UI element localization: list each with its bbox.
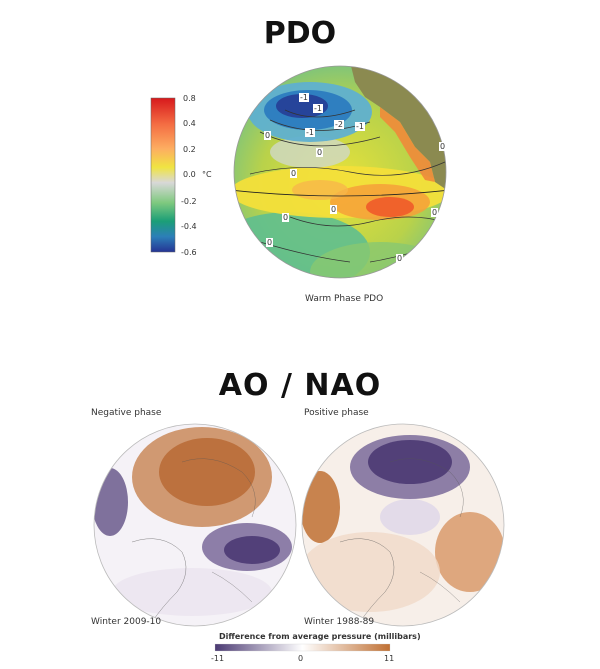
pressure-colorbar-title: Difference from average pressure (millib…	[219, 632, 421, 641]
pdo-title: PDO	[263, 16, 337, 51]
pdo-contour-label: 0	[439, 142, 447, 151]
pdo-colorbar-tick: 0.2	[183, 145, 196, 154]
negative-phase-label: Negative phase	[91, 408, 162, 418]
pdo-colorbar-tick: 0.4	[183, 119, 196, 128]
negative-phase-globe	[93, 423, 297, 627]
positive-phase-caption: Winter 1988-89	[304, 617, 375, 627]
pdo-contour-label: 0	[316, 148, 324, 157]
pdo-caption: Warm Phase PDO	[305, 294, 384, 304]
negative-phase-caption: Winter 2009-10	[91, 617, 162, 627]
pdo-contour-label: 0	[282, 213, 290, 222]
pdo-colorbar-unit: °C	[202, 170, 212, 179]
pdo-contour-label: 0	[431, 208, 439, 217]
pdo-contour-label: -1	[305, 128, 315, 137]
pdo-contour-label: -2	[334, 120, 344, 129]
ao-nao-title: AO / NAO	[218, 368, 382, 403]
pdo-colorbar-tick: -0.4	[181, 222, 197, 231]
pdo-colorbar	[150, 97, 176, 253]
pdo-colorbar-tick: 0.8	[183, 94, 196, 103]
pdo-colorbar-tick: 0.0	[183, 170, 196, 179]
pressure-colorbar	[214, 643, 391, 652]
pdo-contour-label: 0	[266, 238, 274, 247]
positive-phase-label: Positive phase	[304, 408, 369, 418]
pdo-contour-label: 0	[264, 131, 272, 140]
pdo-contour-label: 0	[330, 205, 338, 214]
pdo-contour-label: -1	[299, 93, 309, 102]
pdo-contour-label: 0	[396, 254, 404, 263]
pressure-max-label: 11	[384, 654, 395, 663]
pdo-colorbar-tick: -0.2	[181, 197, 197, 206]
pdo-globe-map	[233, 65, 447, 279]
pdo-colorbar-tick: -0.6	[181, 248, 197, 257]
pressure-mid-label: 0	[298, 654, 304, 663]
pdo-contour-label: 0	[290, 169, 298, 178]
pressure-min-label: -11	[211, 654, 225, 663]
pdo-contour-label: -1	[313, 104, 323, 113]
pdo-contour-label: -1	[355, 122, 365, 131]
positive-phase-globe	[301, 423, 505, 627]
